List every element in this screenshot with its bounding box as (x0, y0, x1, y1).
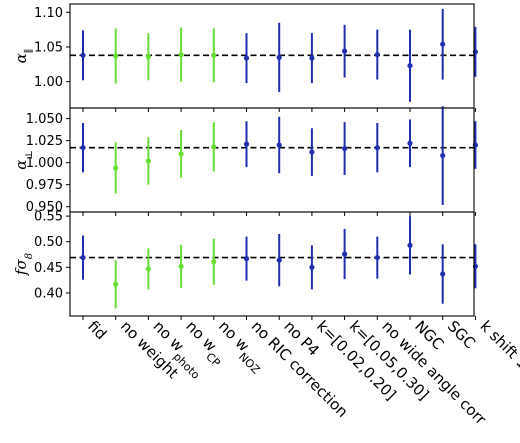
y-tick-label: 0.950 (26, 200, 63, 215)
data-point (407, 242, 413, 248)
panel-3: 0.40 0.45 0.50 0.55 fσ8 (12, 210, 478, 320)
y-tick-label: 1.00 (34, 75, 63, 90)
y-axis-label: α∥ (12, 49, 35, 64)
data-point (276, 54, 282, 60)
y-tick-label: 0.975 (26, 178, 63, 193)
data-point (309, 55, 315, 61)
data-point (407, 63, 413, 69)
data-point (145, 54, 151, 60)
y-tick-label: 0.55 (34, 210, 63, 225)
y-tick-label: 1.05 (34, 40, 63, 55)
x-tick-label: SGC (444, 317, 479, 352)
data-point (243, 256, 250, 262)
y-tick-label: 1.050 (26, 112, 63, 127)
data-point (440, 152, 446, 159)
x-tick-label: k shift 1/2 (477, 317, 520, 383)
y-tick-label: 1.025 (26, 134, 63, 149)
data-point (276, 257, 282, 263)
data-point (276, 142, 282, 148)
data-point (342, 145, 348, 152)
data-point (342, 251, 348, 257)
data-point (243, 141, 250, 147)
data-point (211, 144, 217, 150)
data-point (342, 48, 348, 54)
y-axis-label: fσ8 (12, 253, 35, 276)
data-point (113, 281, 119, 287)
data-point (178, 263, 184, 269)
panel-2: 0.950 0.975 1.000 1.025 1.050 α⊥ (12, 106, 478, 216)
x-tick-label: fid (84, 317, 110, 343)
panel-frame (69, 107, 475, 213)
panel-frame (69, 211, 475, 317)
data-point (80, 145, 86, 151)
y-tick-label: 1.10 (34, 6, 63, 21)
data-point (80, 254, 86, 261)
data-point (309, 264, 315, 270)
panel-1: 1.00 1.05 1.10 α∥ (12, 3, 478, 112)
y-tick-label: 0.45 (34, 261, 63, 276)
data-point (178, 52, 184, 58)
data-point (440, 41, 446, 47)
data-point (243, 55, 250, 61)
data-point (374, 254, 380, 261)
data-point (80, 52, 86, 58)
data-point (178, 151, 184, 157)
data-point (440, 271, 446, 277)
data-point (211, 259, 217, 265)
data-point (145, 158, 151, 164)
data-point (211, 52, 217, 58)
data-point (374, 145, 380, 151)
data-point (407, 140, 413, 146)
data-point (145, 266, 151, 272)
data-point (113, 165, 119, 171)
data-point (374, 52, 380, 58)
y-axis-label: α⊥ (12, 150, 35, 170)
data-point (309, 149, 315, 155)
y-tick-label: 1.000 (26, 156, 63, 171)
data-point (113, 53, 119, 59)
y-tick-label: 0.50 (34, 235, 63, 250)
y-tick-label: 0.40 (34, 286, 63, 301)
